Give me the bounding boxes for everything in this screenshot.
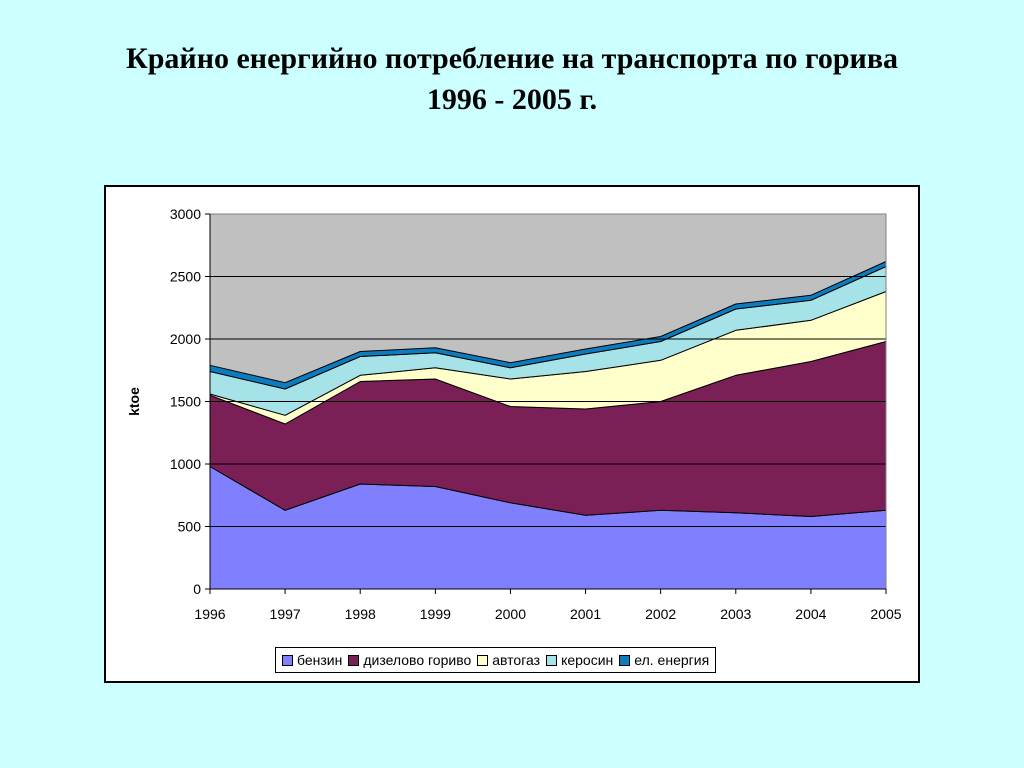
x-tick-label-1999: 1999 (420, 606, 451, 622)
x-tick-label-2002: 2002 (645, 606, 676, 622)
legend-swatch-1 (282, 654, 293, 666)
title-line-2: 1996 - 2005 г. (426, 83, 598, 116)
slide-title: Крайно енергийно потребление на транспор… (0, 38, 1024, 120)
legend-swatch-4 (546, 654, 558, 666)
legend-label-5: ел. енергия (634, 652, 710, 668)
x-tick-label-1998: 1998 (345, 606, 376, 622)
legend-label-1: бензин (297, 652, 343, 668)
legend-item-2: дизелово гориво (348, 652, 471, 668)
legend-swatch-3 (477, 654, 489, 666)
y-tick-label-3000: 3000 (170, 206, 201, 222)
y-tick-label-1000: 1000 (170, 456, 201, 472)
area-chart: 0 500 1000 1500 2000 2500 3000 1996 1997 1998 1999… (126, 206, 902, 622)
y-tick-label-2500: 2500 (170, 269, 201, 285)
legend-swatch-5 (619, 654, 631, 666)
y-tick-label-0: 0 (193, 581, 201, 597)
x-tick-label-2005: 2005 (870, 606, 901, 622)
legend-swatch-2 (348, 654, 360, 666)
legend-item-3: автогаз (477, 652, 540, 668)
x-tick-label-2000: 2000 (495, 606, 526, 622)
legend-label-2: дизелово гориво (363, 652, 472, 668)
chart-legend: бензин дизелово гориво автогаз керосин ел. е… (275, 647, 717, 673)
chart-frame: 0 500 1000 1500 2000 2500 3000 1996 1997 1998 1999… (104, 185, 920, 683)
y-axis-label: ktoe (126, 387, 142, 416)
legend-label-4: керосин (561, 652, 614, 668)
y-tick-label-2000: 2000 (170, 331, 201, 347)
title-line-1: Крайно енергийно потребление на транспор… (125, 42, 899, 75)
x-tick-label-2001: 2001 (570, 606, 601, 622)
legend-item-4: керосин (546, 652, 613, 668)
x-tick-label-1996: 1996 (194, 606, 225, 622)
x-tick-label-1997: 1997 (270, 606, 301, 622)
legend-item-1: бензин (282, 652, 342, 668)
x-tick-label-2003: 2003 (720, 606, 751, 622)
legend-item-5: ел. енергия (619, 652, 709, 668)
y-tick-label-500: 500 (178, 519, 202, 535)
legend-label-3: автогаз (492, 652, 541, 668)
y-tick-label-1500: 1500 (170, 394, 201, 410)
x-tick-label-2004: 2004 (795, 606, 826, 622)
